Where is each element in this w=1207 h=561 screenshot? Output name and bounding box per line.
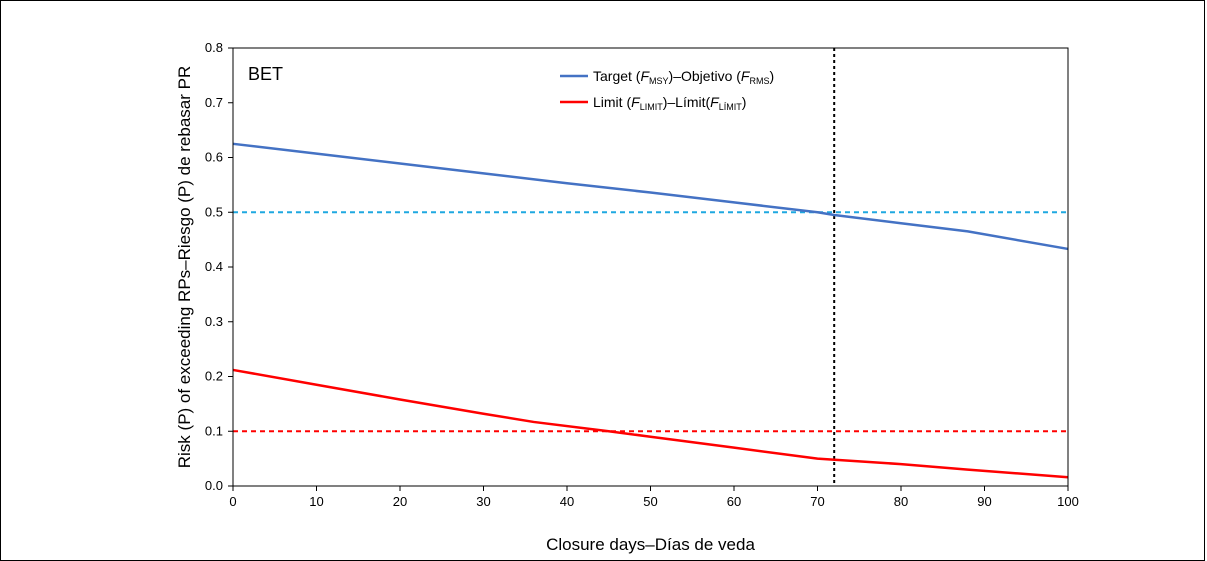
x-tick-label: 80 [894, 494, 908, 509]
y-tick-label: 0.3 [205, 314, 223, 329]
x-tick-label: 70 [810, 494, 824, 509]
y-tick-label: 0.6 [205, 150, 223, 165]
y-tick-label: 0.1 [205, 423, 223, 438]
legend: Target (FMSY)–Objetivo (FRMS) Limit (FLI… [560, 68, 774, 112]
x-tick-label: 20 [393, 494, 407, 509]
y-tick-label: 0.2 [205, 369, 223, 384]
y-tick-label: 0.8 [205, 40, 223, 55]
y-tick-label: 0.4 [205, 259, 223, 274]
x-tick-label: 0 [229, 494, 236, 509]
y-axis-label: Risk (P) of exceeding RPs–Riesgo (P) de … [175, 66, 194, 469]
x-tick-label: 100 [1057, 494, 1079, 509]
y-tick-label: 0.5 [205, 204, 223, 219]
x-tick-label: 90 [977, 494, 991, 509]
legend-target-label: Target (FMSY)–Objetivo (FRMS) [593, 68, 774, 86]
x-axis-ticks: 0 10 20 30 40 50 60 70 80 90 100 [229, 486, 1079, 509]
x-axis-label: Closure days–Días de veda [546, 535, 755, 554]
legend-limit-label: Limit (FLIMIT)–Límit(FLÍMIT) [593, 94, 746, 112]
x-tick-label: 10 [309, 494, 323, 509]
series-line-target [232, 142, 1069, 251]
x-tick-label: 50 [643, 494, 657, 509]
reference-lines [233, 48, 1068, 486]
x-tick-label: 40 [560, 494, 574, 509]
x-tick-label: 60 [727, 494, 741, 509]
series-lines [232, 142, 1069, 479]
y-axis-ticks: 0.0 0.1 0.2 0.3 0.4 0.5 0.6 0.7 0.8 [205, 40, 233, 493]
y-tick-label: 0.7 [205, 95, 223, 110]
series-line-limit [232, 368, 1069, 479]
plot-area [232, 47, 1069, 487]
panel-label: BET [248, 64, 283, 84]
x-tick-label: 30 [476, 494, 490, 509]
y-tick-label: 0.0 [205, 478, 223, 493]
